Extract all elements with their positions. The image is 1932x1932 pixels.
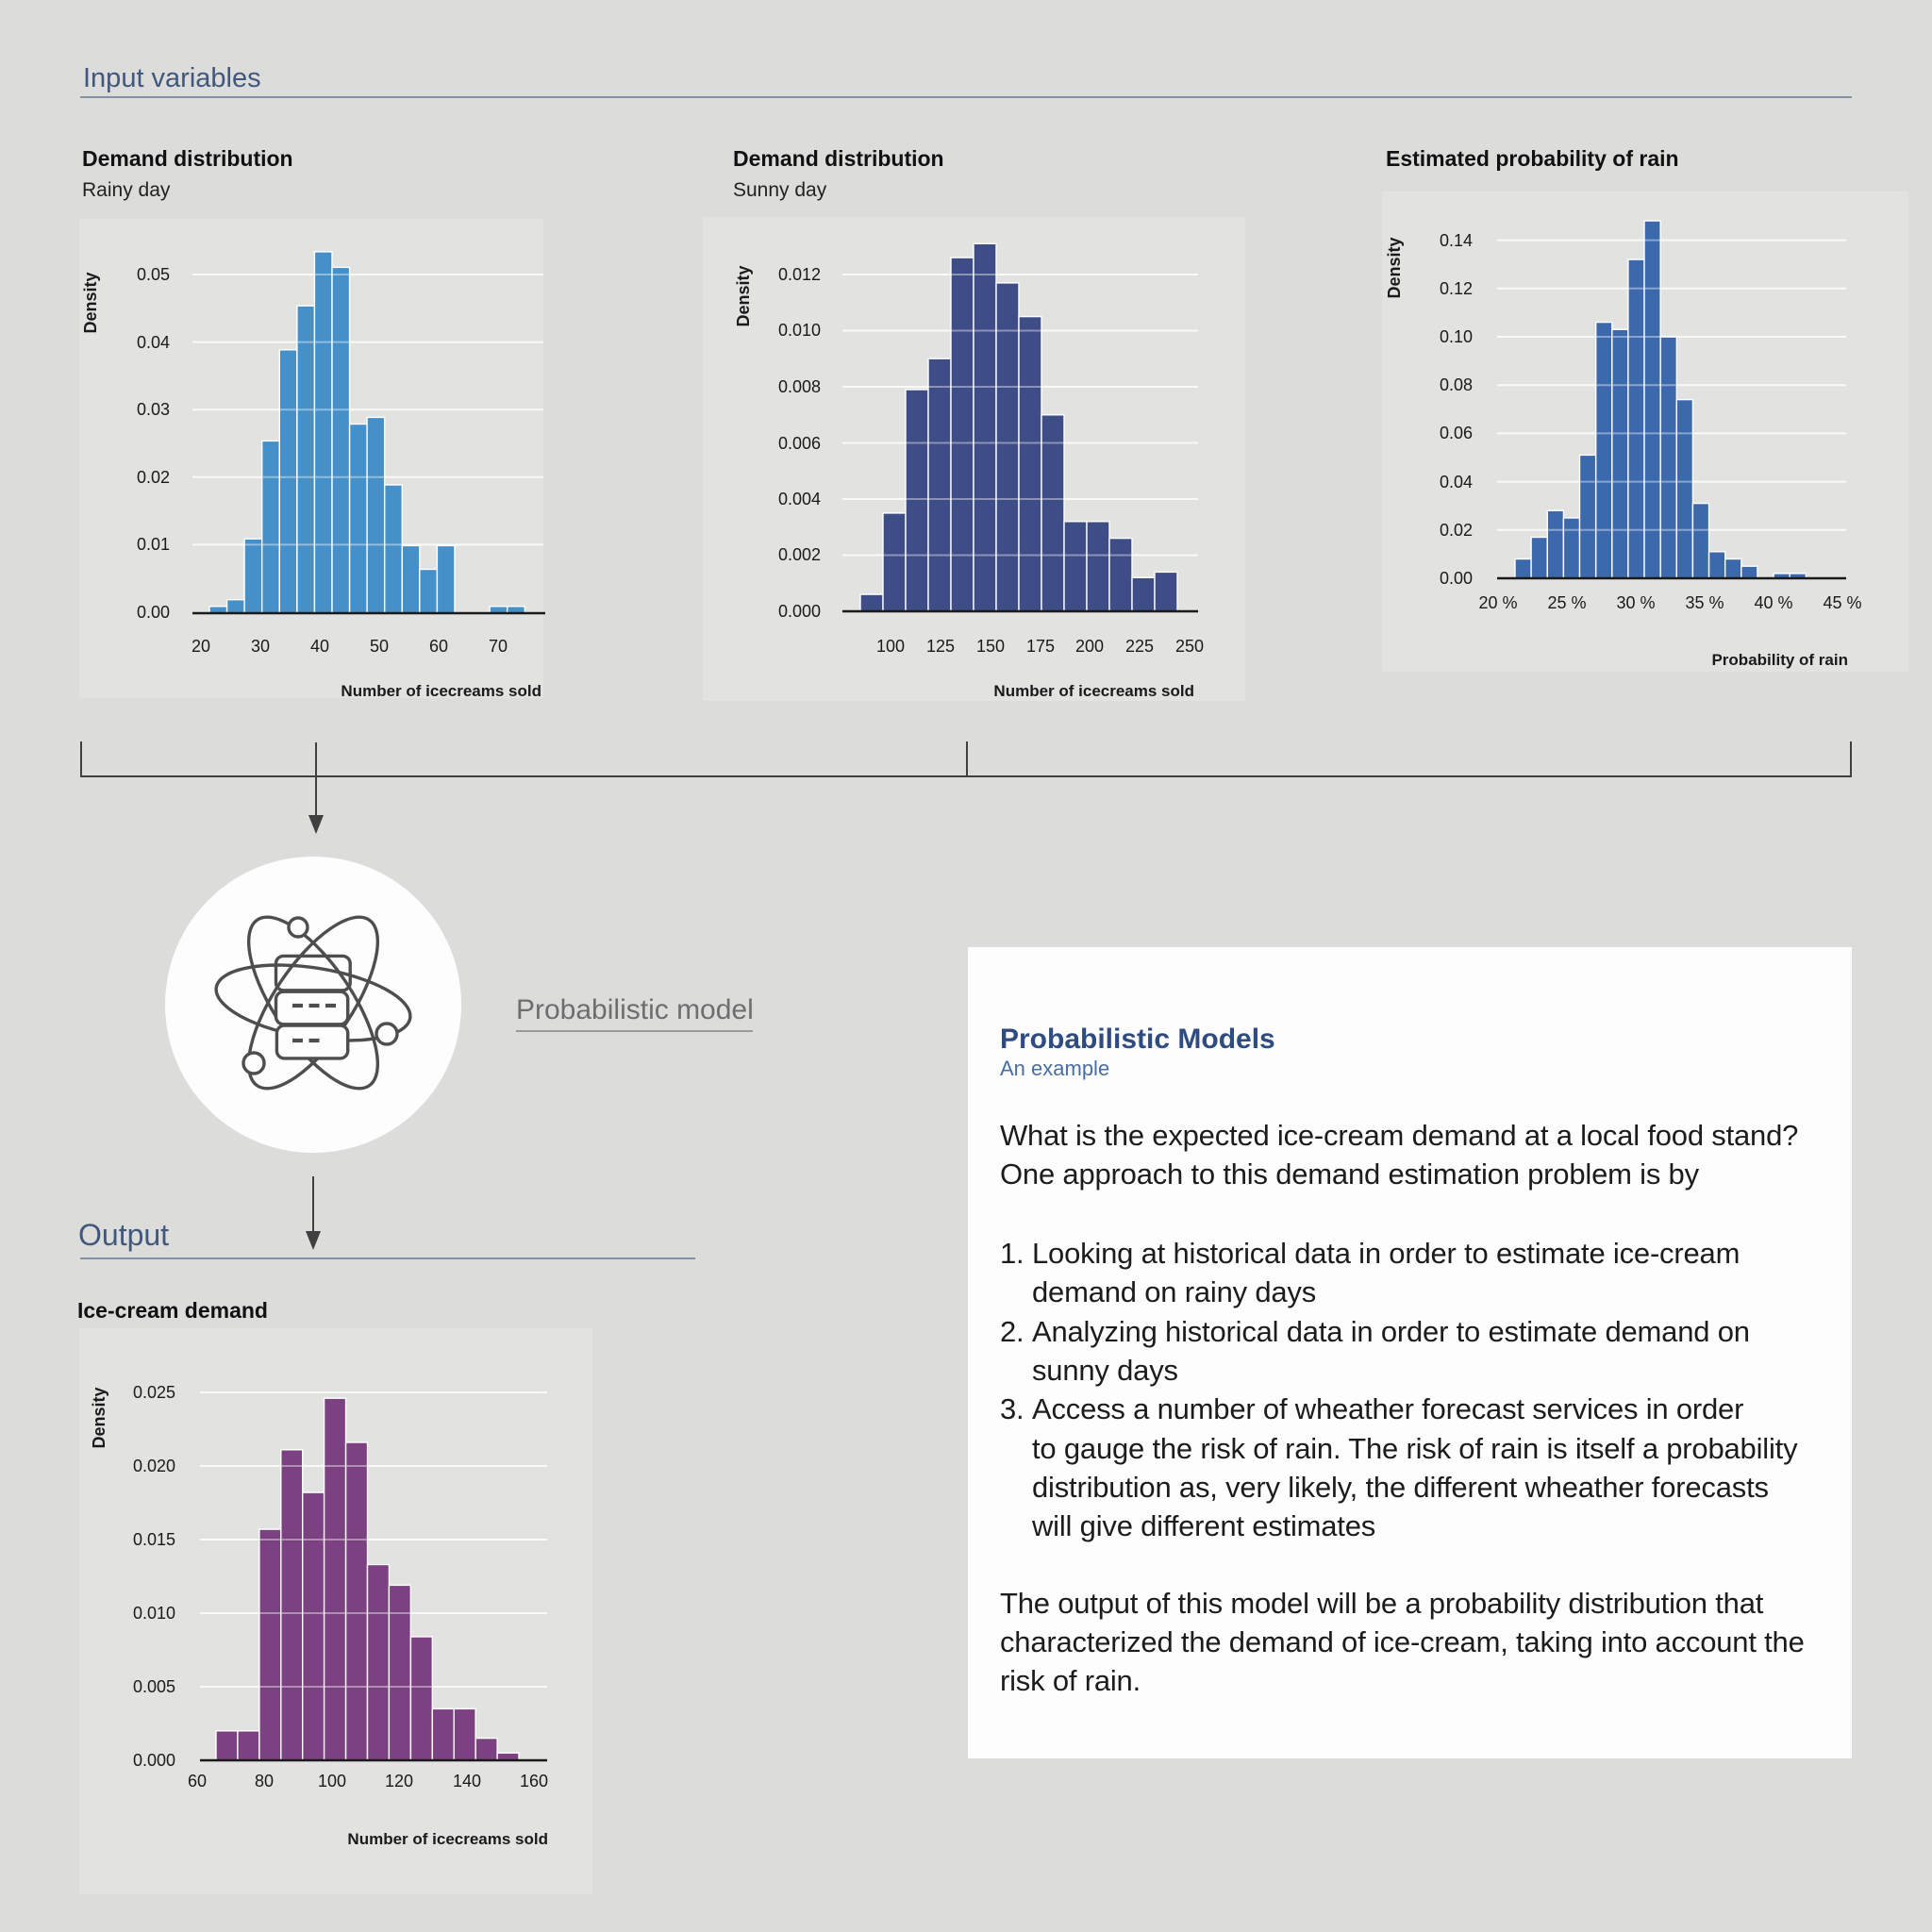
svg-text:0.03: 0.03 <box>137 400 170 419</box>
svg-text:0.12: 0.12 <box>1440 279 1473 298</box>
svg-text:0.010: 0.010 <box>133 1604 175 1623</box>
svg-text:0.02: 0.02 <box>137 468 170 487</box>
svg-text:25 %: 25 % <box>1547 593 1586 612</box>
svg-text:20 %: 20 % <box>1478 593 1517 612</box>
svg-text:0.004: 0.004 <box>778 490 821 508</box>
svg-text:0.14: 0.14 <box>1440 231 1473 250</box>
svg-text:2.: 2. <box>1000 1315 1024 1348</box>
svg-text:175: 175 <box>1026 637 1055 656</box>
svg-text:70: 70 <box>489 637 508 656</box>
svg-text:Number of icecreams sold: Number of icecreams sold <box>993 682 1194 700</box>
svg-text:35 %: 35 % <box>1685 593 1724 612</box>
svg-text:100: 100 <box>318 1772 346 1790</box>
svg-text:Density: Density <box>734 265 753 326</box>
svg-text:0.06: 0.06 <box>1440 424 1473 442</box>
svg-text:0.02: 0.02 <box>1440 521 1473 540</box>
svg-text:What is the expected ice-cream: What is the expected ice-cream demand at… <box>1000 1119 1798 1152</box>
svg-text:40 %: 40 % <box>1754 593 1792 612</box>
svg-text:0.01: 0.01 <box>137 535 170 554</box>
svg-text:80: 80 <box>255 1772 274 1790</box>
svg-text:An example: An example <box>1000 1057 1109 1080</box>
svg-text:60: 60 <box>188 1772 207 1790</box>
svg-text:100: 100 <box>876 637 905 656</box>
svg-text:0.006: 0.006 <box>778 434 821 453</box>
svg-text:Probabilistic model: Probabilistic model <box>516 994 754 1025</box>
svg-text:0.015: 0.015 <box>133 1530 175 1549</box>
svg-text:140: 140 <box>453 1772 481 1790</box>
svg-text:30: 30 <box>251 637 270 656</box>
svg-text:The output of this model will: The output of this model will be a proba… <box>1000 1587 1764 1620</box>
svg-text:Demand distribution: Demand distribution <box>733 146 944 171</box>
svg-text:0.04: 0.04 <box>1440 473 1473 491</box>
svg-text:Estimated probability of rain: Estimated probability of rain <box>1386 146 1679 171</box>
svg-text:0.00: 0.00 <box>137 603 170 622</box>
svg-text:Density: Density <box>81 272 100 333</box>
svg-text:Density: Density <box>90 1387 108 1448</box>
svg-text:Input variables: Input variables <box>83 63 261 93</box>
svg-text:0.002: 0.002 <box>778 545 821 564</box>
svg-text:0.05: 0.05 <box>137 265 170 284</box>
svg-text:Looking at historical data in: Looking at historical data in order to e… <box>1032 1237 1740 1270</box>
svg-text:characterized the demand of ic: characterized the demand of ice-cream, t… <box>1000 1625 1805 1658</box>
svg-text:0.08: 0.08 <box>1440 375 1473 394</box>
svg-text:60: 60 <box>429 637 448 656</box>
svg-text:0.000: 0.000 <box>133 1751 175 1770</box>
svg-text:150: 150 <box>976 637 1005 656</box>
svg-text:to gauge the risk of rain. The: to gauge the risk of rain. The risk of r… <box>1032 1432 1798 1465</box>
svg-text:Probability of rain: Probability of rain <box>1711 651 1848 669</box>
svg-text:Density: Density <box>1385 237 1404 298</box>
svg-text:Number of icecreams sold: Number of icecreams sold <box>347 1830 548 1848</box>
svg-text:50: 50 <box>370 637 389 656</box>
svg-text:0.012: 0.012 <box>778 265 821 284</box>
svg-text:0.020: 0.020 <box>133 1457 175 1475</box>
svg-text:0.00: 0.00 <box>1440 569 1473 588</box>
svg-text:Number of icecreams sold: Number of icecreams sold <box>341 682 541 700</box>
svg-text:120: 120 <box>385 1772 413 1790</box>
svg-text:0.008: 0.008 <box>778 377 821 396</box>
svg-text:0.025: 0.025 <box>133 1383 175 1402</box>
svg-text:1.: 1. <box>1000 1237 1024 1270</box>
svg-text:distribution as, very likely,: distribution as, very likely, the differ… <box>1032 1471 1769 1504</box>
svg-text:Probabilistic Models: Probabilistic Models <box>1000 1024 1275 1055</box>
svg-text:45 %: 45 % <box>1823 593 1861 612</box>
svg-text:will give different estimates: will give different estimates <box>1031 1509 1375 1542</box>
svg-text:Demand distribution: Demand distribution <box>82 146 293 171</box>
svg-text:sunny days: sunny days <box>1032 1354 1178 1387</box>
svg-text:125: 125 <box>926 637 955 656</box>
svg-text:Ice-cream demand: Ice-cream demand <box>77 1298 268 1323</box>
svg-text:Rainy day: Rainy day <box>82 179 171 201</box>
svg-text:3.: 3. <box>1000 1392 1024 1425</box>
svg-text:0.005: 0.005 <box>133 1677 175 1696</box>
svg-text:30 %: 30 % <box>1616 593 1655 612</box>
svg-text:0.010: 0.010 <box>778 321 821 340</box>
svg-text:200: 200 <box>1075 637 1104 656</box>
svg-text:One approach to this demand es: One approach to this demand estimation p… <box>1000 1158 1700 1191</box>
svg-text:Access a number of wheather fo: Access a number of wheather forecast ser… <box>1032 1392 1743 1425</box>
svg-text:0.000: 0.000 <box>778 602 821 621</box>
svg-text:250: 250 <box>1175 637 1204 656</box>
svg-text:risk of rain.: risk of rain. <box>1000 1664 1141 1697</box>
svg-text:Sunny day: Sunny day <box>733 179 827 201</box>
svg-text:0.10: 0.10 <box>1440 327 1473 346</box>
svg-text:Analyzing historical data in o: Analyzing historical data in order to es… <box>1032 1315 1750 1348</box>
svg-text:Output: Output <box>78 1218 169 1252</box>
svg-text:160: 160 <box>520 1772 548 1790</box>
svg-text:0.04: 0.04 <box>137 333 170 352</box>
svg-text:demand on rainy days: demand on rainy days <box>1032 1275 1316 1308</box>
svg-text:40: 40 <box>310 637 329 656</box>
svg-text:225: 225 <box>1125 637 1154 656</box>
svg-text:20: 20 <box>192 637 210 656</box>
